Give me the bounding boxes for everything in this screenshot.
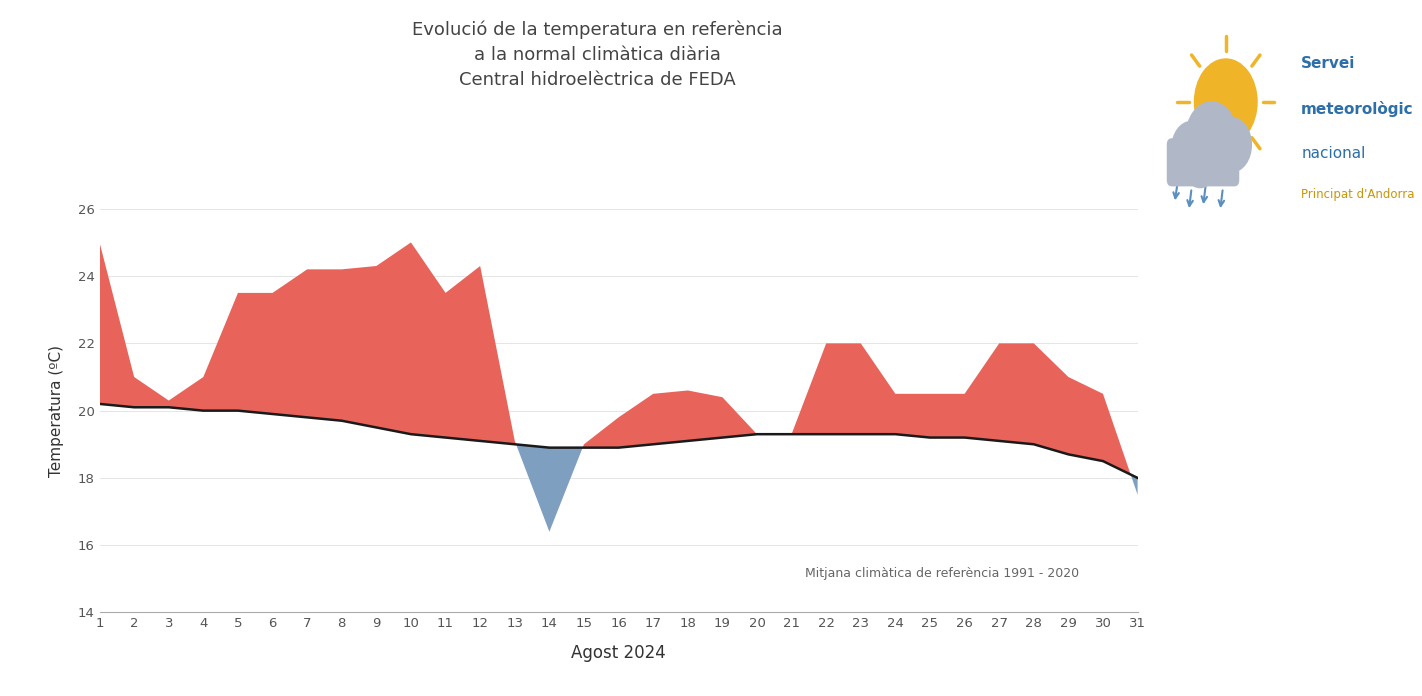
Circle shape: [1186, 102, 1237, 172]
Text: Servei: Servei: [1301, 56, 1355, 71]
Y-axis label: Temperatura (ºC): Temperatura (ºC): [48, 345, 64, 477]
Text: nacional: nacional: [1301, 146, 1365, 161]
Circle shape: [1194, 59, 1257, 145]
Circle shape: [1172, 121, 1212, 176]
Text: Evolució de la temperatura en referència
a la normal climàtica diària
Central hi: Evolució de la temperatura en referència…: [412, 21, 782, 89]
Circle shape: [1183, 141, 1217, 188]
Text: Principat d'Andorra: Principat d'Andorra: [1301, 188, 1415, 201]
FancyBboxPatch shape: [1167, 139, 1239, 186]
X-axis label: Agost 2024: Agost 2024: [572, 644, 665, 662]
Text: Mitjana climàtica de referència 1991 - 2020: Mitjana climàtica de referència 1991 - 2…: [805, 567, 1079, 580]
Circle shape: [1212, 118, 1251, 172]
Text: meteorològic: meteorològic: [1301, 101, 1413, 117]
